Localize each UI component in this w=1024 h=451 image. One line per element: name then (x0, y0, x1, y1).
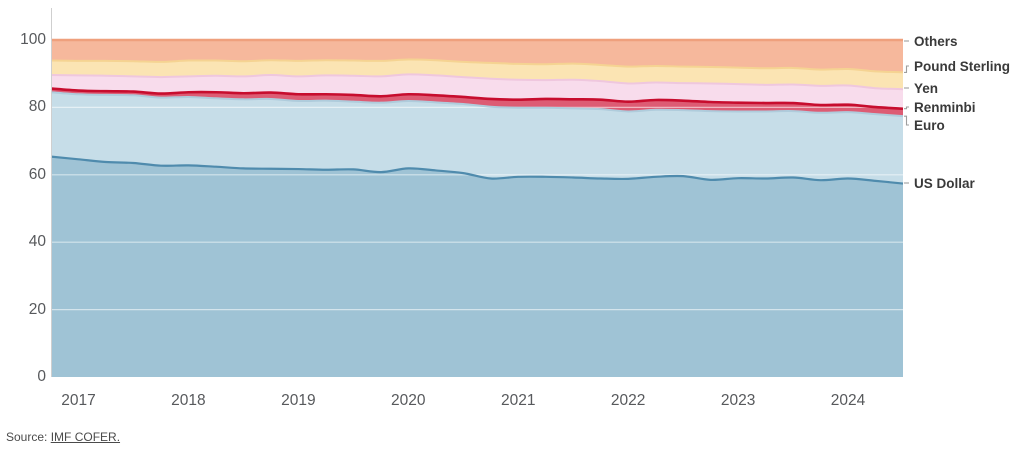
x-axis-label-2020: 2020 (391, 392, 426, 409)
legend-leader-euro (904, 115, 909, 126)
legend-label-yen: Yen (914, 80, 939, 96)
legend-leader-renminbi (904, 106, 909, 110)
x-axis-label-2017: 2017 (61, 392, 96, 409)
area-us-dollar (51, 156, 903, 377)
x-axis-label-2023: 2023 (720, 392, 756, 409)
area-renminbi (51, 88, 903, 117)
source-line: Source: IMF COFER. (6, 430, 120, 444)
legend-leader-pound-sterling (904, 65, 909, 73)
y-axis-label-100: 100 (20, 31, 46, 48)
line-renminbi (50, 87, 904, 111)
y-axis-label-20: 20 (28, 300, 46, 318)
line-yen (50, 73, 904, 91)
source-link[interactable]: IMF COFER. (50, 430, 121, 444)
x-axis-label-2022: 2022 (610, 392, 646, 409)
x-axis-label-2024: 2024 (830, 392, 866, 409)
y-axis-label-60: 60 (28, 165, 46, 183)
x-axis-label-2021: 2021 (500, 392, 536, 409)
area-others (51, 40, 903, 73)
line-us-dollar (50, 155, 904, 185)
legend-label-renminbi: Renminbi (914, 99, 976, 115)
legend-label-others: Others (914, 33, 958, 49)
source-prefix: Source: (6, 430, 51, 444)
legend-label-euro: Euro (914, 117, 945, 133)
line-pound-sterling (50, 58, 904, 74)
line-euro (50, 91, 904, 118)
x-axis-label-2018: 2018 (171, 392, 206, 409)
area-euro (51, 92, 903, 184)
legend-label-pound-sterling: Pound Sterling (914, 58, 1010, 74)
y-axis-label-40: 40 (28, 233, 46, 251)
y-axis-label-0: 0 (37, 368, 46, 385)
y-axis-label-80: 80 (28, 98, 46, 116)
x-axis-label-2019: 2019 (281, 392, 316, 409)
legend-label-us-dollar: US Dollar (914, 175, 975, 191)
